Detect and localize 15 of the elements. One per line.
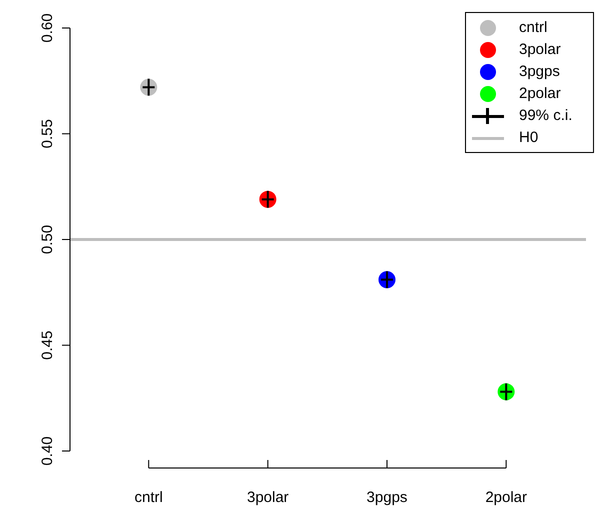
y-tick-label: 0.50 bbox=[39, 224, 56, 254]
legend-label: H0 bbox=[519, 128, 538, 148]
legend-label: 3pgps bbox=[519, 62, 560, 82]
x-tick-label: cntrl bbox=[134, 489, 163, 506]
y-tick-label: 0.45 bbox=[39, 330, 56, 360]
x-tick-label: 3pgps bbox=[366, 489, 408, 506]
legend-label: cntrl bbox=[519, 18, 548, 38]
legend-label: 2polar bbox=[519, 84, 561, 104]
x-tick-label: 2polar bbox=[485, 489, 528, 506]
legend-label: 3polar bbox=[519, 40, 561, 60]
y-tick-label: 0.40 bbox=[39, 436, 56, 466]
y-tick-label: 0.60 bbox=[39, 13, 56, 43]
annotation: 99% c.i. bbox=[519, 106, 572, 126]
y-tick-label: 0.55 bbox=[39, 119, 56, 148]
x-tick-label: 3polar bbox=[246, 489, 289, 506]
